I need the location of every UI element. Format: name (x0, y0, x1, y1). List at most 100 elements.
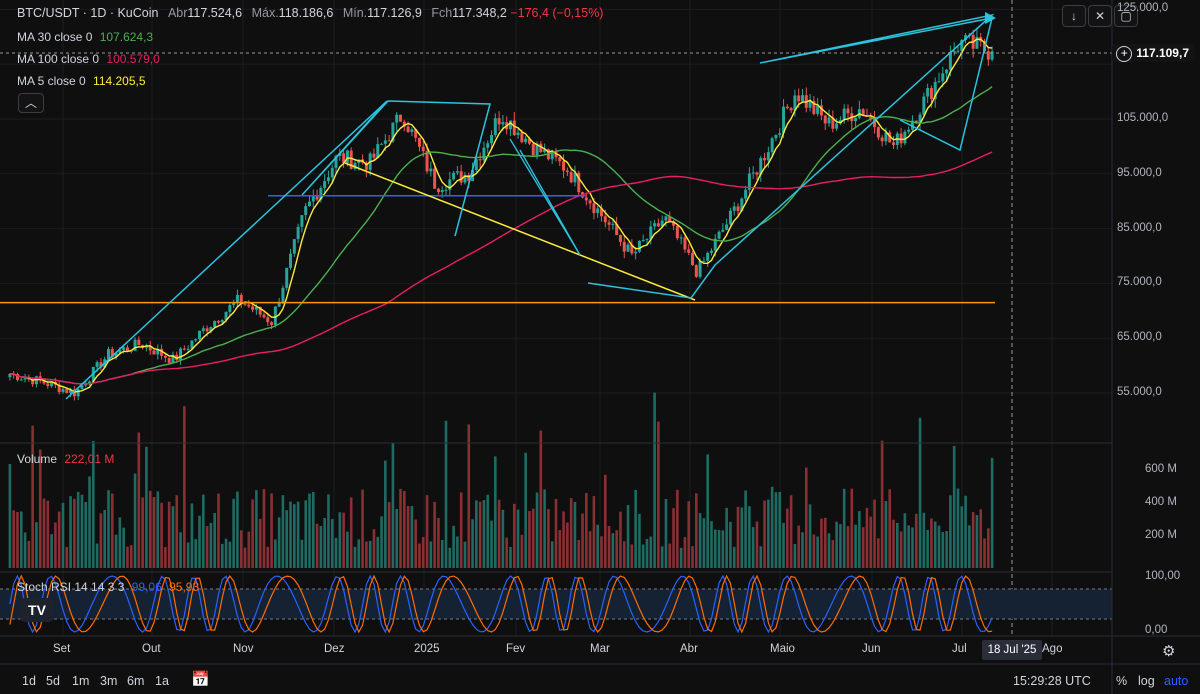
volume-bar (577, 539, 581, 568)
volume-bar (562, 511, 565, 568)
auto-toggle[interactable]: auto (1164, 674, 1189, 688)
ma5-legend[interactable]: MA 5 close 0 114.205,5 (17, 74, 146, 88)
volume-bar (888, 489, 892, 568)
candle-body (740, 198, 744, 211)
tradingview-logo[interactable]: TV (20, 598, 54, 622)
candle-body (501, 122, 505, 125)
candle-body (664, 216, 668, 221)
candle-body (668, 216, 672, 222)
volume-bar (717, 529, 721, 568)
volume-bar (414, 519, 417, 568)
volume-bar (54, 522, 57, 568)
volume-bar (38, 449, 42, 568)
stoch-legend[interactable]: Stoch RSI 14 14 3 3 99,06 95,93 (17, 580, 199, 594)
candle-body (323, 181, 327, 189)
volume-bar (512, 503, 516, 568)
move-down-button[interactable]: ↓ (1062, 5, 1086, 27)
candle-body (873, 119, 877, 128)
ma100-legend[interactable]: MA 100 close 0 100.579,0 (17, 52, 160, 66)
candle-body (649, 226, 653, 240)
timeframe-3m[interactable]: 3m (100, 674, 118, 688)
volume-bar (615, 530, 618, 568)
timeframe-6m[interactable]: 6m (127, 674, 145, 688)
timeframe-1a[interactable]: 1a (155, 674, 169, 688)
percent-toggle[interactable]: % (1116, 674, 1128, 688)
collapse-legend-button[interactable]: ︿ (18, 93, 44, 113)
ma30-legend[interactable]: MA 30 close 0 107.624,3 (17, 30, 153, 44)
volume-bar (858, 511, 861, 568)
trend-drawings[interactable] (0, 0, 1112, 636)
price-tick-label: 75.000,0 (1117, 276, 1162, 289)
volume-bar (823, 517, 827, 568)
maximize-pane-button[interactable]: ▢ (1114, 5, 1138, 27)
plus-icon[interactable]: + (1116, 46, 1133, 62)
volume-bar (801, 532, 804, 568)
volume-bar (933, 521, 937, 568)
calendar-icon[interactable]: 📅 (191, 671, 210, 688)
timeframe-1m[interactable]: 1m (72, 674, 90, 688)
volume-bar (255, 490, 258, 568)
volume-bar (65, 546, 69, 568)
candle-body (922, 96, 926, 115)
volume-bar (630, 544, 634, 568)
low-value: 117.126,9 (367, 6, 422, 20)
candle-body (133, 339, 137, 351)
remove-pane-button[interactable]: ✕ (1088, 5, 1112, 27)
candle-body (289, 253, 293, 268)
timeframe-5d[interactable]: 5d (46, 674, 60, 688)
candle-body (725, 224, 729, 230)
cyan-zigzag-2 (509, 138, 581, 256)
volume-bar (368, 540, 372, 568)
volume-bar (926, 529, 929, 568)
candle-body (607, 222, 611, 225)
timeframe-1d[interactable]: 1d (22, 674, 36, 688)
volume-bar (319, 526, 323, 568)
clock-time[interactable]: 15:29:28 UTC (1013, 674, 1091, 688)
volume-bar (543, 489, 546, 568)
current-price-label[interactable]: +117.109,7 (1112, 44, 1195, 62)
log-toggle[interactable]: log (1138, 674, 1155, 688)
volume-bar (213, 513, 216, 568)
candle-body (144, 345, 148, 348)
volume-bar (399, 488, 402, 568)
candle-body (463, 175, 467, 183)
cyan-wedge (587, 13, 995, 299)
candle-body (603, 216, 607, 223)
settings-gear-icon[interactable]: ⚙ (1162, 643, 1176, 660)
volume-bar (698, 513, 702, 568)
candle-body (933, 81, 937, 100)
volume-bar (202, 494, 205, 568)
volume-bar (152, 497, 156, 568)
volume-bar (92, 440, 95, 568)
candle-body (846, 108, 850, 114)
volume-bar (262, 489, 266, 568)
volume-bar (634, 489, 637, 568)
symbol-legend[interactable]: BTC/USDT · 1D · KuCoin Abr117.524,6 Máx.… (17, 6, 603, 20)
volume-bar (133, 473, 137, 568)
volume-bar (554, 499, 558, 568)
price-tick-label: 105.000,0 (1117, 112, 1169, 124)
volume-bar (296, 501, 300, 568)
open-value: 117.524,6 (187, 6, 243, 20)
volume-legend[interactable]: Volume 222,01 M (17, 452, 114, 466)
volume-bar (167, 501, 171, 568)
volume-bar (607, 525, 611, 568)
volume-bar (600, 536, 603, 568)
candle-body (732, 206, 736, 211)
candle-body (258, 306, 262, 315)
candle-body (31, 378, 35, 385)
volume-bar (983, 538, 986, 568)
candle-body (630, 244, 634, 254)
volume-bar (376, 536, 380, 568)
candle-body (808, 101, 812, 108)
volume-bar (660, 546, 664, 568)
candle-body (186, 348, 190, 350)
volume-bar (126, 546, 129, 568)
candle-body (565, 170, 569, 173)
volume-bar (622, 541, 626, 568)
symbol-title[interactable]: BTC/USDT · 1D · KuCoin (17, 6, 159, 20)
volume-bar (880, 440, 884, 568)
volume-bar (911, 527, 914, 568)
candle-body (747, 173, 751, 190)
